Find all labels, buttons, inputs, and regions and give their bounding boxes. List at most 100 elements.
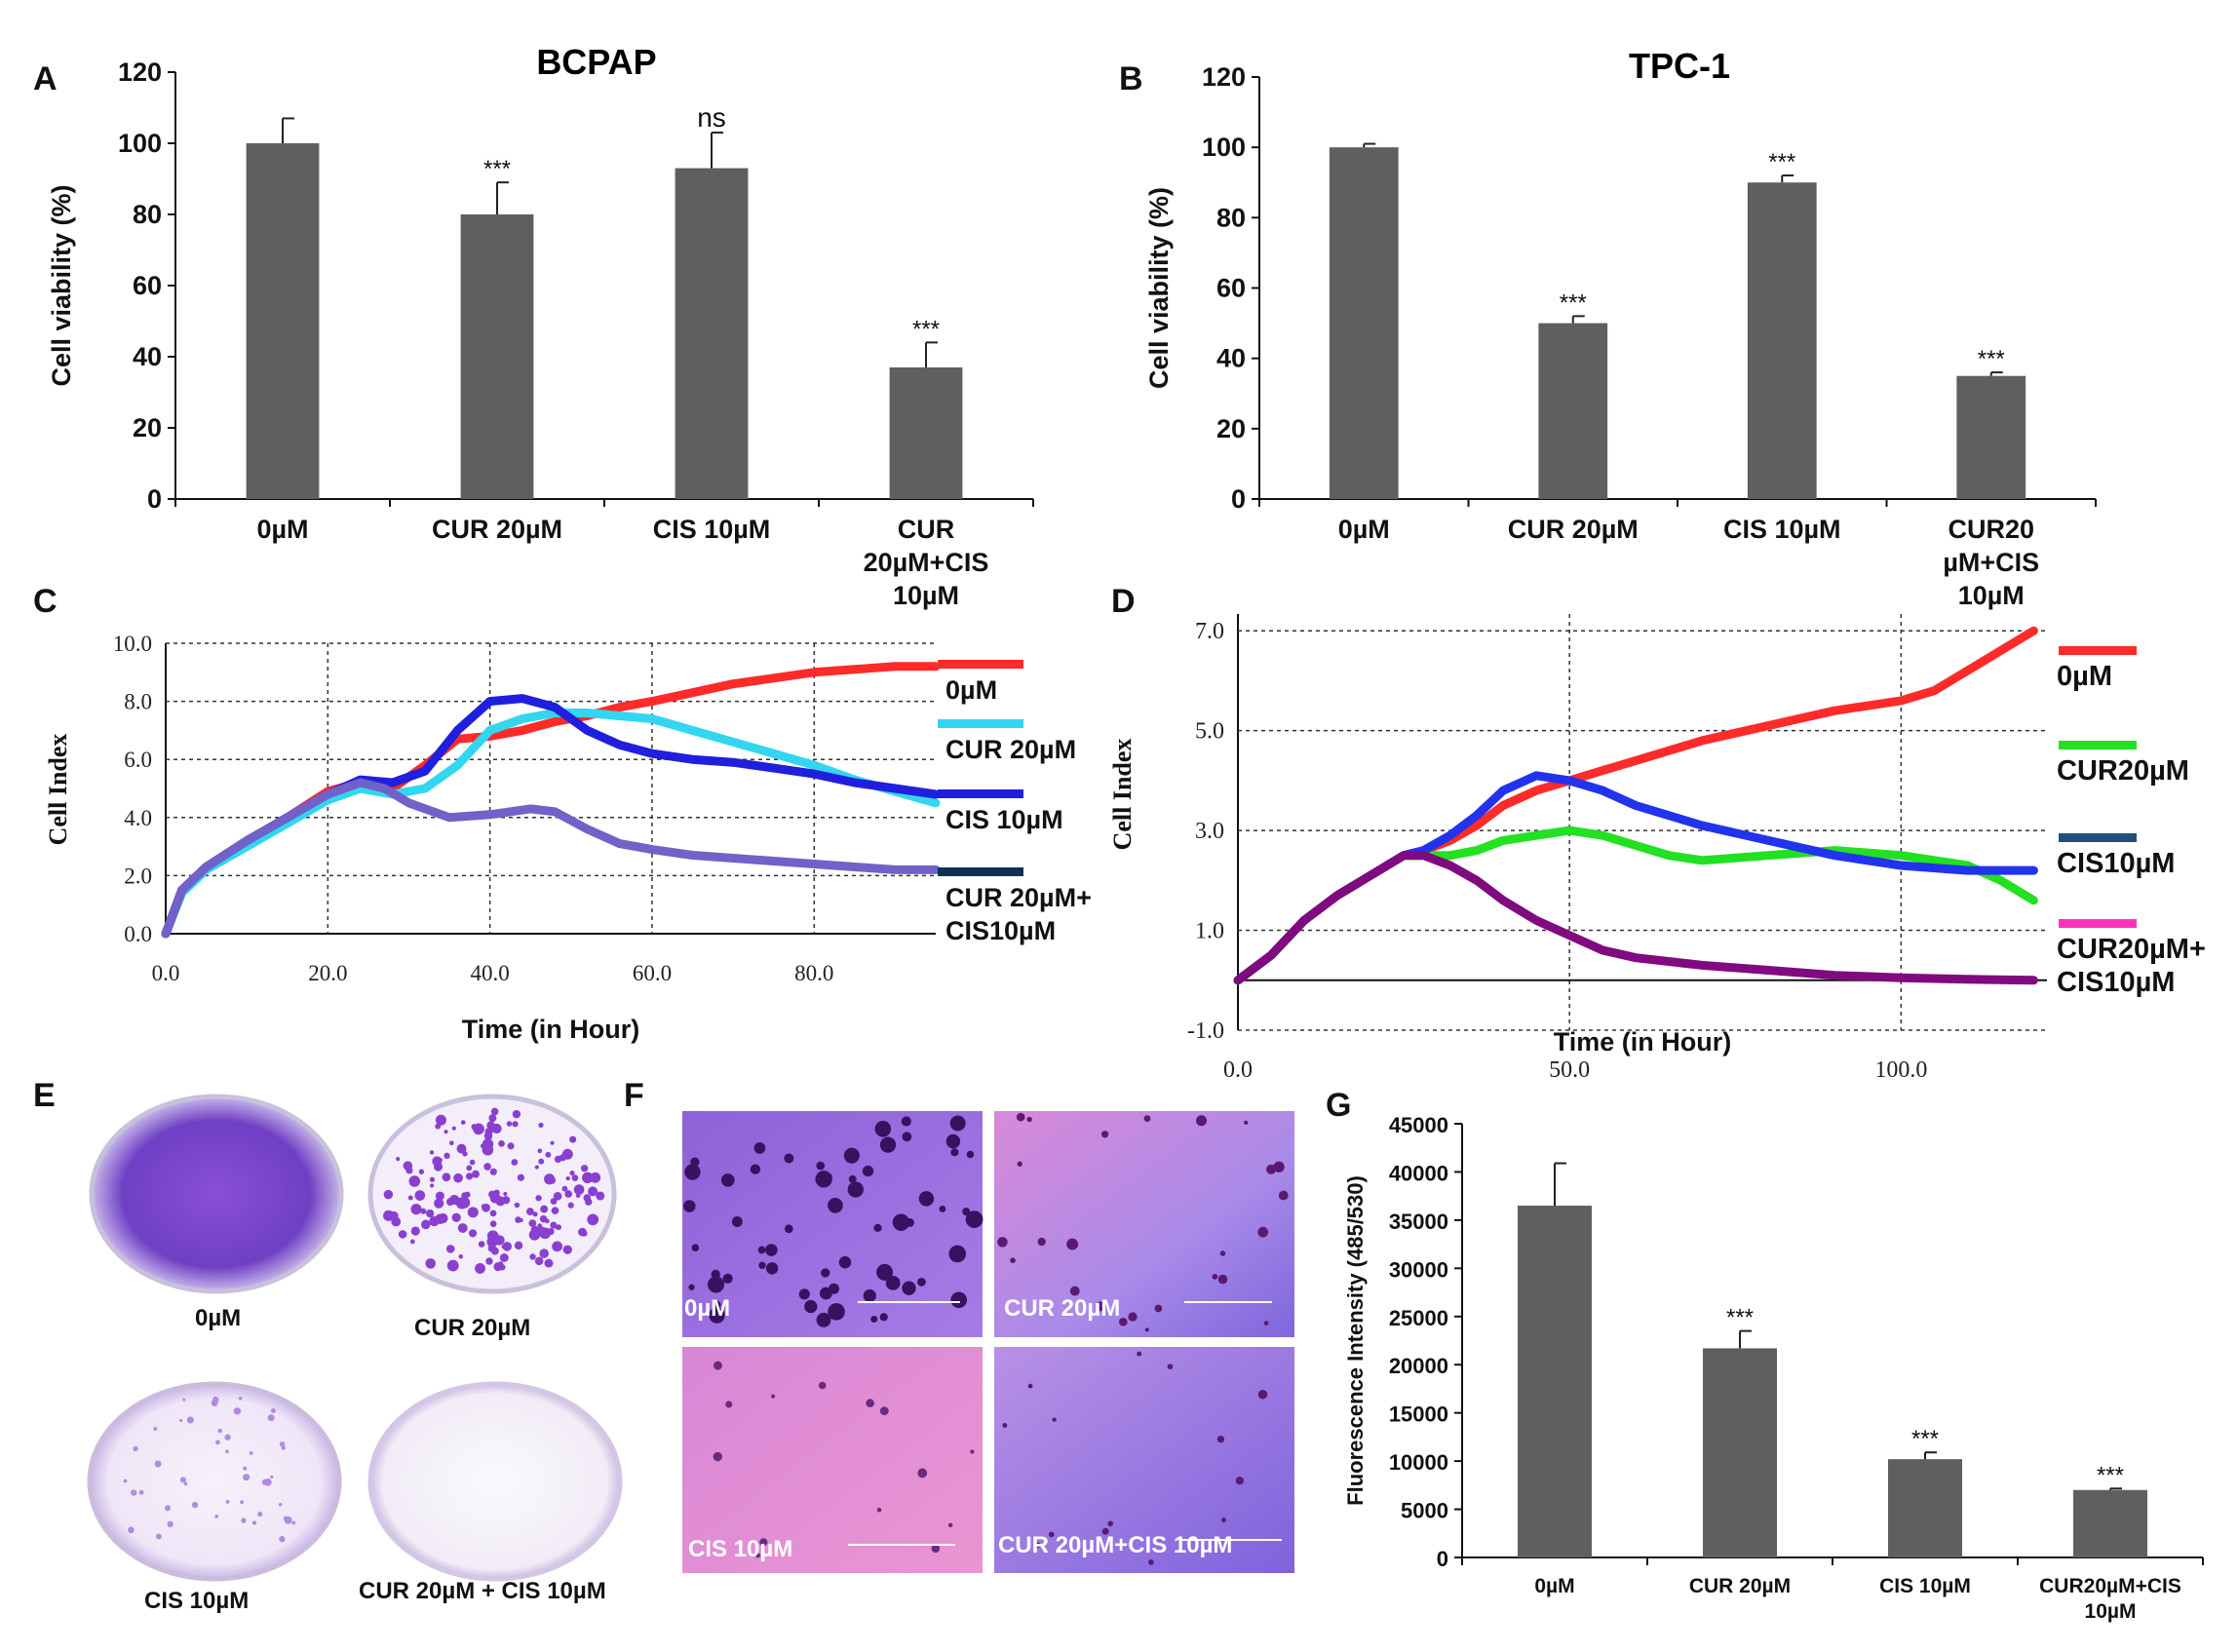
colony-dot bbox=[538, 1158, 545, 1165]
microscopy-colony bbox=[1002, 1423, 1008, 1428]
colony-dot bbox=[538, 1122, 544, 1128]
colony-dot bbox=[469, 1159, 476, 1166]
microscopy-colony bbox=[917, 1468, 928, 1479]
G-ytick-label: 45000 bbox=[1389, 1113, 1448, 1137]
colony-dot bbox=[418, 1169, 425, 1174]
microscopy-colony bbox=[758, 1261, 766, 1270]
colony-dot bbox=[291, 1520, 296, 1525]
B-bar-2 bbox=[1747, 182, 1817, 499]
colony-dot bbox=[214, 1514, 219, 1518]
microscopy-colony bbox=[750, 1164, 761, 1174]
C-ytick-label: 4.0 bbox=[124, 806, 152, 830]
C-ytick-label: 2.0 bbox=[124, 864, 152, 888]
colony-dot bbox=[514, 1241, 523, 1250]
microscopy-colony bbox=[876, 1507, 882, 1513]
colony-dot bbox=[224, 1434, 231, 1441]
dish-label-0um: 0µM bbox=[195, 1305, 241, 1331]
microscopy-colony bbox=[720, 1173, 735, 1187]
colony-dot bbox=[473, 1123, 484, 1135]
C-legend-label-0: 0µM bbox=[945, 675, 997, 705]
microscopy-colony bbox=[1016, 1112, 1025, 1122]
B-bar-1 bbox=[1538, 323, 1608, 499]
colony-dot bbox=[434, 1198, 444, 1209]
microscopy-colony bbox=[1257, 1389, 1268, 1400]
D-legend-label-3: CUR20µM+ bbox=[2057, 934, 2206, 965]
microscopy-colony bbox=[1017, 1161, 1023, 1167]
microscopy-colony bbox=[753, 1142, 766, 1154]
chart-b-tpc1: 0 20 40 60 80 100 120 0µM *** CUR 20µM *** CIS 10µM… bbox=[1144, 46, 2097, 610]
colony-dot bbox=[493, 1189, 500, 1197]
colony-dot bbox=[445, 1198, 454, 1207]
A-ytick-label: 80 bbox=[133, 200, 162, 229]
microscopy-colony bbox=[1052, 1417, 1057, 1422]
C-legend-swatch-3 bbox=[938, 867, 1023, 876]
micro-cis-10um bbox=[682, 1347, 983, 1573]
B-bar-3 bbox=[1956, 375, 2026, 499]
colony-dot bbox=[435, 1114, 446, 1126]
colony-dot bbox=[278, 1503, 283, 1507]
D-xtick-label: 100.0 bbox=[1874, 1057, 1927, 1083]
colony-dot bbox=[267, 1414, 275, 1422]
colony-dot bbox=[561, 1185, 568, 1192]
colony-dot bbox=[457, 1223, 468, 1233]
microscopy-colony bbox=[798, 1288, 810, 1300]
colony-dot bbox=[284, 1516, 292, 1524]
C-legend-swatch-1 bbox=[938, 719, 1023, 728]
microscopy-colony bbox=[950, 1148, 959, 1157]
colony-dot bbox=[580, 1165, 589, 1172]
D-xtick-label: 0.0 bbox=[1223, 1057, 1253, 1083]
colony-dot bbox=[425, 1258, 436, 1269]
colony-dot bbox=[465, 1172, 474, 1180]
microscopy-colony bbox=[1010, 1257, 1016, 1264]
colony-dot bbox=[243, 1474, 251, 1481]
C-legend-swatch-2 bbox=[938, 789, 1023, 798]
colony-dot bbox=[191, 1501, 199, 1509]
microscopy-colony bbox=[947, 1522, 953, 1527]
colony-dot bbox=[544, 1258, 554, 1268]
microscopy-colony bbox=[918, 1191, 935, 1207]
colony-dot bbox=[270, 1408, 276, 1414]
panel-label-a: A bbox=[33, 60, 58, 97]
G-ytick-label: 40000 bbox=[1389, 1161, 1448, 1185]
colony-dot bbox=[410, 1226, 420, 1236]
A-significance-3: *** bbox=[912, 316, 940, 342]
D-legend-label-3: CIS10µM bbox=[2057, 967, 2175, 998]
colony-dot bbox=[257, 1511, 263, 1518]
A-category-label-0: 0µM bbox=[256, 515, 308, 544]
B-significance-1: *** bbox=[1560, 289, 1587, 316]
panel-label-b: B bbox=[1119, 60, 1143, 97]
colony-dot bbox=[571, 1174, 579, 1181]
D-legend-label-1: CUR20µM bbox=[2057, 755, 2189, 787]
A-ytick-label: 20 bbox=[133, 413, 162, 442]
microscopy-colony bbox=[1048, 1531, 1055, 1538]
G-ytick-label: 25000 bbox=[1389, 1306, 1448, 1330]
C-xtick-label: 0.0 bbox=[152, 961, 180, 985]
microscopy-colony bbox=[707, 1276, 725, 1293]
colony-dot bbox=[225, 1449, 229, 1454]
colony-dot bbox=[225, 1500, 230, 1504]
A-category-label-3: CUR bbox=[898, 515, 955, 544]
colony-dot bbox=[251, 1520, 257, 1525]
C-legend-label-3: CIS10µM bbox=[945, 916, 1056, 945]
microscopy-colony bbox=[902, 1132, 912, 1142]
colony-dot bbox=[502, 1242, 513, 1251]
B-category-label-3: CUR20 bbox=[1948, 515, 2034, 544]
colony-dot bbox=[425, 1209, 435, 1218]
colony-dot bbox=[438, 1157, 443, 1163]
colony-dot bbox=[451, 1212, 461, 1222]
microscopy-colony bbox=[901, 1116, 911, 1127]
microscopy-colony bbox=[713, 1451, 722, 1462]
colony-dot bbox=[123, 1479, 128, 1483]
microscopy-colony bbox=[826, 1172, 832, 1180]
microscopy-colony bbox=[755, 1553, 760, 1558]
microscopy-colony bbox=[1257, 1226, 1269, 1238]
colony-dot bbox=[483, 1163, 491, 1171]
G-significance-2: *** bbox=[1911, 1426, 1939, 1452]
microscopy-colony bbox=[862, 1165, 874, 1177]
C-xtick-label: 40.0 bbox=[471, 961, 510, 985]
colony-dot bbox=[480, 1143, 485, 1148]
microscopy-colony bbox=[819, 1287, 832, 1300]
colony-dot bbox=[547, 1227, 555, 1236]
microscopy-colony bbox=[684, 1164, 701, 1180]
microscopy-colony bbox=[950, 1291, 968, 1309]
